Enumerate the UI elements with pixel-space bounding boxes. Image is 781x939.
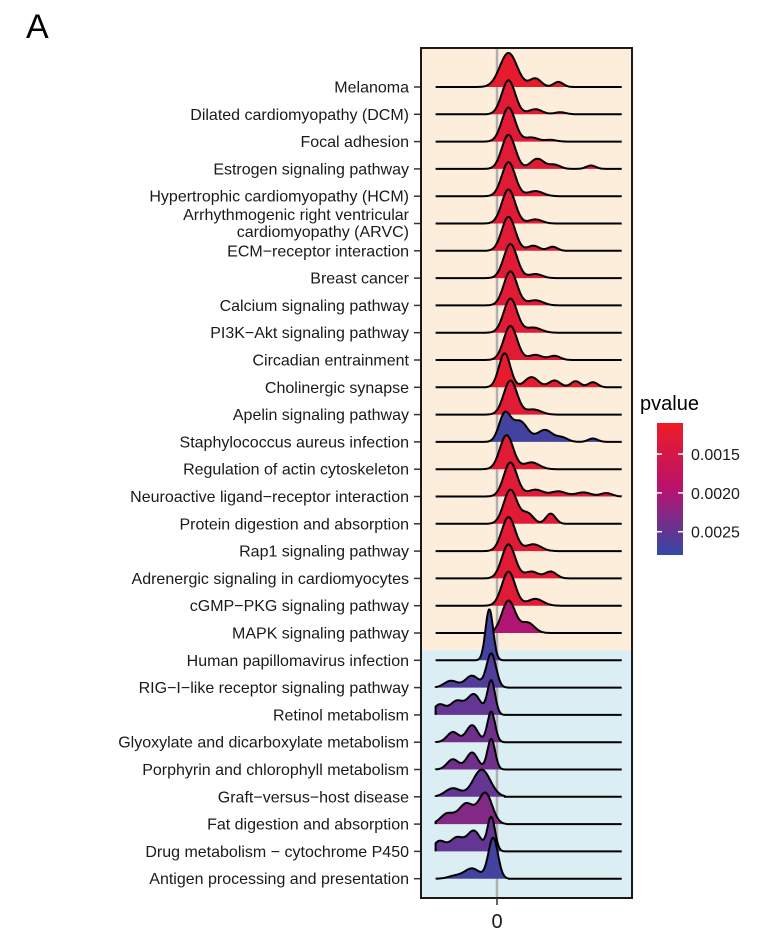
ridge-line [434, 768, 622, 798]
ridge-fill [435, 653, 509, 688]
y-tick-label: Rap1 signaling pathway [239, 544, 409, 561]
panel-letter: A [26, 8, 49, 46]
ridge-fill [435, 107, 570, 142]
y-tick-label: Dilated cardiomyopathy (DCM) [190, 107, 409, 124]
x-tick-label: 0 [491, 911, 502, 933]
y-tick-label: PI3K−Akt signaling pathway [210, 325, 409, 342]
ridge-line [434, 710, 622, 744]
y-tick-label: Adrenergic signaling in cardiomyocytes [132, 571, 409, 588]
ridge-line [435, 161, 622, 198]
y-tick-label: Breast cancer [310, 271, 409, 288]
ridge-line [434, 791, 622, 826]
ridge-line [435, 599, 622, 634]
ridge-line [435, 570, 622, 607]
ridge-line [435, 243, 622, 280]
ridge-fill [435, 271, 574, 306]
y-tick-label: Human papillomavirus infection [187, 653, 409, 670]
bg-downregulated [421, 650, 632, 898]
ridge-fill [435, 571, 570, 606]
y-tick-label: Estrogen signaling pathway [213, 161, 409, 178]
ridge-line [435, 461, 623, 498]
ridge-fill [435, 609, 509, 661]
ridge-line [434, 737, 622, 771]
y-tick-label: Regulation of actin cytoskeleton [183, 462, 409, 479]
ridge-line [435, 133, 622, 170]
y-tick-label: Hypertrophic cardiomyopathy (HCM) [149, 189, 409, 206]
ridge-fill [435, 411, 609, 442]
y-tick-label: Focal adhesion [300, 134, 409, 151]
y-tick-label: RIG−I−like receptor signaling pathway [139, 680, 409, 697]
ridge-line [435, 410, 622, 443]
legend-tick-label: 0.0015 [691, 447, 740, 464]
y-tick-label: cGMP−PKG signaling pathway [190, 598, 409, 615]
ridge-line [435, 297, 622, 334]
y-tick-label: MAPK signaling pathway [232, 626, 409, 643]
y-tick-label: Retinol metabolism [273, 707, 409, 724]
ridge-fill [435, 353, 613, 388]
ridge-line [435, 434, 622, 471]
ridge-line [435, 543, 622, 580]
legend-tick-label: 0.0025 [691, 525, 740, 542]
ridge-fill [435, 80, 578, 115]
ridge-fill [435, 380, 567, 415]
legend-title: pvalue [640, 393, 699, 415]
y-tick-label: Staphylococcus aureus infection [180, 434, 409, 451]
y-tick-label: Porphyrin and chlorophyll metabolism [142, 762, 409, 779]
ridge-line [435, 325, 622, 361]
legend-tick-label: 0.0020 [691, 486, 740, 503]
ridge-fill [435, 600, 563, 633]
y-tick-label: ECM−receptor interaction [227, 243, 409, 260]
ridge-line [435, 836, 622, 880]
ridge-line [434, 652, 622, 689]
y-tick-label: Neuroactive ligand−receptor interaction [130, 489, 409, 506]
ridge-fill [435, 680, 505, 715]
y-tick-label: Melanoma [334, 80, 409, 97]
ridge-line [435, 270, 622, 307]
ridge-fill [435, 792, 507, 825]
ridge-line [434, 679, 622, 716]
y-tick-label: Calcium signaling pathway [220, 298, 409, 315]
ridge-line [435, 79, 622, 116]
ridge-fill [435, 816, 505, 852]
ridge-fill [435, 435, 567, 470]
plot-border [420, 47, 633, 899]
y-tick-label: Cholinergic synapse [265, 380, 409, 397]
ridge-line [435, 608, 622, 662]
ridge-line [435, 215, 622, 252]
y-tick-label: Glyoxylate and dicarboxylate metabolism [118, 735, 409, 752]
ridge-line [435, 52, 622, 88]
ridge-fill [435, 517, 570, 552]
y-tick-label: Graft−versus−host disease [218, 789, 409, 806]
ridge-line [435, 188, 622, 225]
ridge-line [434, 815, 622, 853]
y-tick-label: Apelin signaling pathway [233, 407, 409, 424]
ridge-line [435, 516, 622, 553]
ridge-fill [435, 544, 574, 579]
ridge-line [435, 488, 622, 525]
ridge-fill [435, 216, 570, 251]
y-tick-label: Antigen processing and presentation [149, 871, 409, 888]
legend-colorbar [657, 423, 683, 555]
ridge-fill [435, 53, 582, 87]
y-tick-label: Fat digestion and absorption [207, 817, 409, 834]
ridge-line [435, 106, 622, 143]
ridge-line [435, 352, 622, 389]
y-tick-label: Arrhythmogenic right ventricular cardiomy… [183, 207, 410, 241]
y-tick-label: Drug metabolism − cytochrome P450 [145, 844, 409, 861]
y-tick-label: Protein digestion and absorption [180, 516, 410, 533]
ridge-fill [435, 326, 582, 360]
ridge-line [435, 379, 622, 416]
y-tick-label: Circadian entrainment [252, 353, 409, 370]
